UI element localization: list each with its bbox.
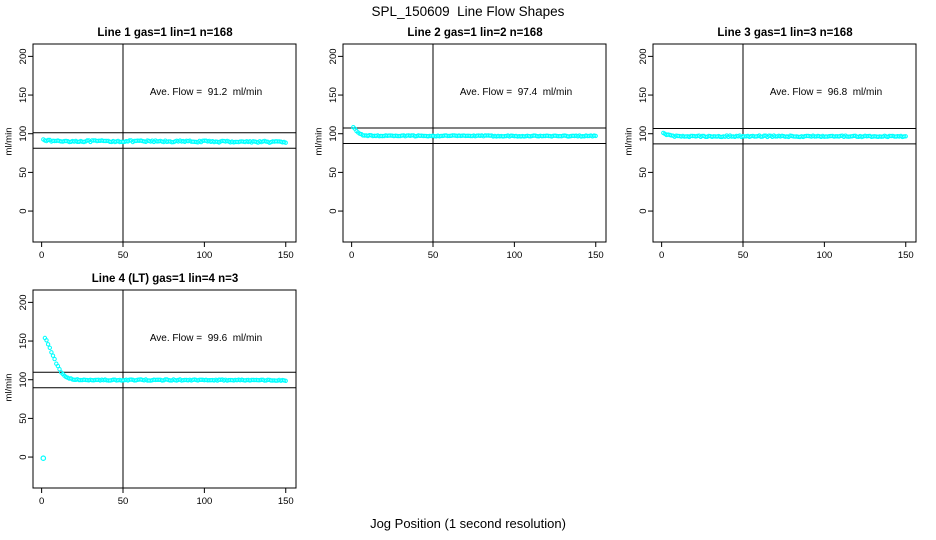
x-tick-label: 50 xyxy=(428,250,439,261)
y-tick-label: 100 xyxy=(328,126,339,142)
x-tick-label: 100 xyxy=(816,250,832,261)
y-tick-label: 50 xyxy=(18,413,29,424)
data-point xyxy=(49,350,54,355)
global-x-axis-label: Jog Position (1 second resolution) xyxy=(370,516,566,531)
data-point xyxy=(593,133,598,139)
plot-box xyxy=(652,43,917,243)
y-tick-label: 0 xyxy=(638,208,649,213)
panel-4-ave-flow-annotation: Ave. Flow = 99.6 ml/min xyxy=(149,333,263,344)
data-point xyxy=(901,134,907,139)
data-point xyxy=(47,345,52,350)
scatter-points xyxy=(41,137,288,145)
y-tick-label: 100 xyxy=(18,126,29,142)
x-tick-label: 0 xyxy=(349,250,354,261)
panel-4: 0 50 100 150 0 50 100 150 200 xyxy=(18,289,297,507)
figure-title: SPL_150609 Line Flow Shapes xyxy=(371,4,565,19)
data-point xyxy=(903,134,908,139)
panel-2: 0 50 100 150 0 50 100 150 200 xyxy=(328,43,607,261)
data-point xyxy=(45,342,51,347)
x-tick-label: 150 xyxy=(588,250,604,261)
x-tick-label: 100 xyxy=(196,496,212,507)
y-tick-label: 50 xyxy=(638,167,649,178)
x-tick-label: 0 xyxy=(39,496,44,507)
scatter-points xyxy=(661,130,908,140)
y-tick-label: 150 xyxy=(18,87,29,103)
x-tick-label: 100 xyxy=(196,250,212,261)
data-point xyxy=(52,356,57,362)
y-tick-label: 200 xyxy=(328,48,339,64)
y-tick-label: 200 xyxy=(18,294,29,310)
plot-box xyxy=(32,289,297,489)
y-tick-label: 150 xyxy=(328,87,339,103)
y-tick-label: 100 xyxy=(18,372,29,388)
panel-1-ave-flow-annotation: Ave. Flow = 91.2 ml/min xyxy=(149,87,263,98)
scatter-points xyxy=(351,125,598,139)
y-tick-label: 150 xyxy=(638,87,649,103)
data-point xyxy=(44,338,49,343)
x-tick-label: 100 xyxy=(506,250,522,261)
x-tick-label: 50 xyxy=(118,496,129,507)
y-tick-label: 150 xyxy=(18,333,29,349)
x-tick-label: 50 xyxy=(118,250,129,261)
panel-2-y-axis-label: ml/min xyxy=(313,127,325,156)
panel-3: 0 50 100 150 0 50 100 150 200 xyxy=(638,43,917,261)
data-point xyxy=(283,378,288,383)
y-tick-label: 50 xyxy=(18,167,29,178)
x-tick-label: 150 xyxy=(278,250,294,261)
y-tick-label: 0 xyxy=(18,454,29,459)
panel-3-title: Line 3 gas=1 lin=3 n=168 xyxy=(717,27,853,39)
panel-1: 0 50 100 150 0 50 100 150 200 xyxy=(18,43,297,261)
y-tick-label: 200 xyxy=(18,48,29,64)
data-point xyxy=(57,367,62,372)
x-tick-label: 150 xyxy=(278,496,294,507)
panel-1-y-axis-label: ml/min xyxy=(3,127,15,156)
panel-3-y-axis-label: ml/min xyxy=(623,127,635,156)
x-tick-label: 150 xyxy=(898,250,914,261)
y-tick-label: 100 xyxy=(638,126,649,142)
y-tick-label: 50 xyxy=(328,167,339,178)
y-tick-label: 0 xyxy=(18,208,29,213)
x-tick-label: 0 xyxy=(659,250,664,261)
scatter-points xyxy=(40,335,288,462)
data-point xyxy=(45,137,51,143)
panel-2-title: Line 2 gas=1 lin=2 n=168 xyxy=(407,27,543,39)
panel-2-ave-flow-annotation: Ave. Flow = 97.4 ml/min xyxy=(459,87,573,98)
x-tick-label: 50 xyxy=(738,250,749,261)
data-point xyxy=(283,140,288,145)
outlier-point xyxy=(40,455,47,462)
panel-4-title: Line 4 (LT) gas=1 lin=4 n=3 xyxy=(91,273,239,285)
y-tick-label: 200 xyxy=(638,48,649,64)
y-tick-label: 0 xyxy=(328,208,339,213)
panel-3-ave-flow-annotation: Ave. Flow = 96.8 ml/min xyxy=(769,87,883,98)
data-point xyxy=(50,353,56,358)
panel-1-title: Line 1 gas=1 lin=1 n=168 xyxy=(97,27,233,39)
plot-box xyxy=(32,43,297,243)
x-tick-label: 0 xyxy=(39,250,44,261)
panel-4-y-axis-label: ml/min xyxy=(3,373,15,402)
